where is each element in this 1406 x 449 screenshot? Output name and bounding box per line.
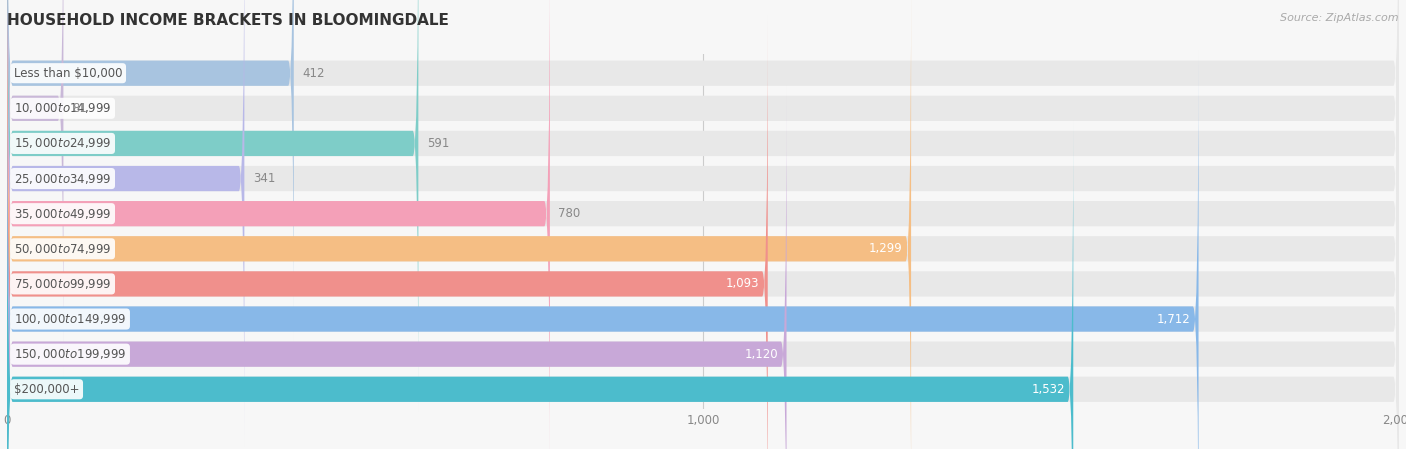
- Text: $50,000 to $74,999: $50,000 to $74,999: [14, 242, 111, 256]
- FancyBboxPatch shape: [7, 0, 1399, 449]
- Text: 1,299: 1,299: [869, 242, 903, 255]
- Text: $15,000 to $24,999: $15,000 to $24,999: [14, 136, 111, 150]
- Text: 81: 81: [72, 102, 87, 115]
- Text: $25,000 to $34,999: $25,000 to $34,999: [14, 172, 111, 185]
- Text: 780: 780: [558, 207, 581, 220]
- Text: 1,532: 1,532: [1032, 383, 1064, 396]
- FancyBboxPatch shape: [7, 0, 1399, 412]
- Text: 341: 341: [253, 172, 276, 185]
- Text: $200,000+: $200,000+: [14, 383, 80, 396]
- Text: 1,712: 1,712: [1156, 313, 1191, 326]
- Text: $75,000 to $99,999: $75,000 to $99,999: [14, 277, 111, 291]
- FancyBboxPatch shape: [7, 0, 911, 449]
- FancyBboxPatch shape: [7, 0, 294, 342]
- FancyBboxPatch shape: [7, 0, 550, 449]
- FancyBboxPatch shape: [7, 0, 245, 447]
- FancyBboxPatch shape: [7, 16, 1399, 449]
- FancyBboxPatch shape: [7, 51, 1399, 449]
- FancyBboxPatch shape: [7, 0, 419, 412]
- FancyBboxPatch shape: [7, 51, 1198, 449]
- Text: 412: 412: [302, 67, 325, 79]
- FancyBboxPatch shape: [7, 86, 786, 449]
- FancyBboxPatch shape: [7, 0, 1399, 449]
- FancyBboxPatch shape: [7, 0, 1399, 447]
- Text: $150,000 to $199,999: $150,000 to $199,999: [14, 347, 127, 361]
- FancyBboxPatch shape: [7, 0, 1399, 377]
- Text: Less than $10,000: Less than $10,000: [14, 67, 122, 79]
- Text: Source: ZipAtlas.com: Source: ZipAtlas.com: [1281, 13, 1399, 23]
- Text: 591: 591: [426, 137, 449, 150]
- FancyBboxPatch shape: [7, 86, 1399, 449]
- Text: HOUSEHOLD INCOME BRACKETS IN BLOOMINGDALE: HOUSEHOLD INCOME BRACKETS IN BLOOMINGDAL…: [7, 13, 449, 28]
- Text: $35,000 to $49,999: $35,000 to $49,999: [14, 207, 111, 220]
- Text: 1,120: 1,120: [745, 348, 778, 361]
- FancyBboxPatch shape: [7, 0, 1399, 342]
- FancyBboxPatch shape: [7, 121, 1399, 449]
- FancyBboxPatch shape: [7, 0, 63, 377]
- Text: $100,000 to $149,999: $100,000 to $149,999: [14, 312, 127, 326]
- Text: $10,000 to $14,999: $10,000 to $14,999: [14, 101, 111, 115]
- FancyBboxPatch shape: [7, 121, 1073, 449]
- Text: 1,093: 1,093: [725, 277, 759, 291]
- FancyBboxPatch shape: [7, 16, 768, 449]
